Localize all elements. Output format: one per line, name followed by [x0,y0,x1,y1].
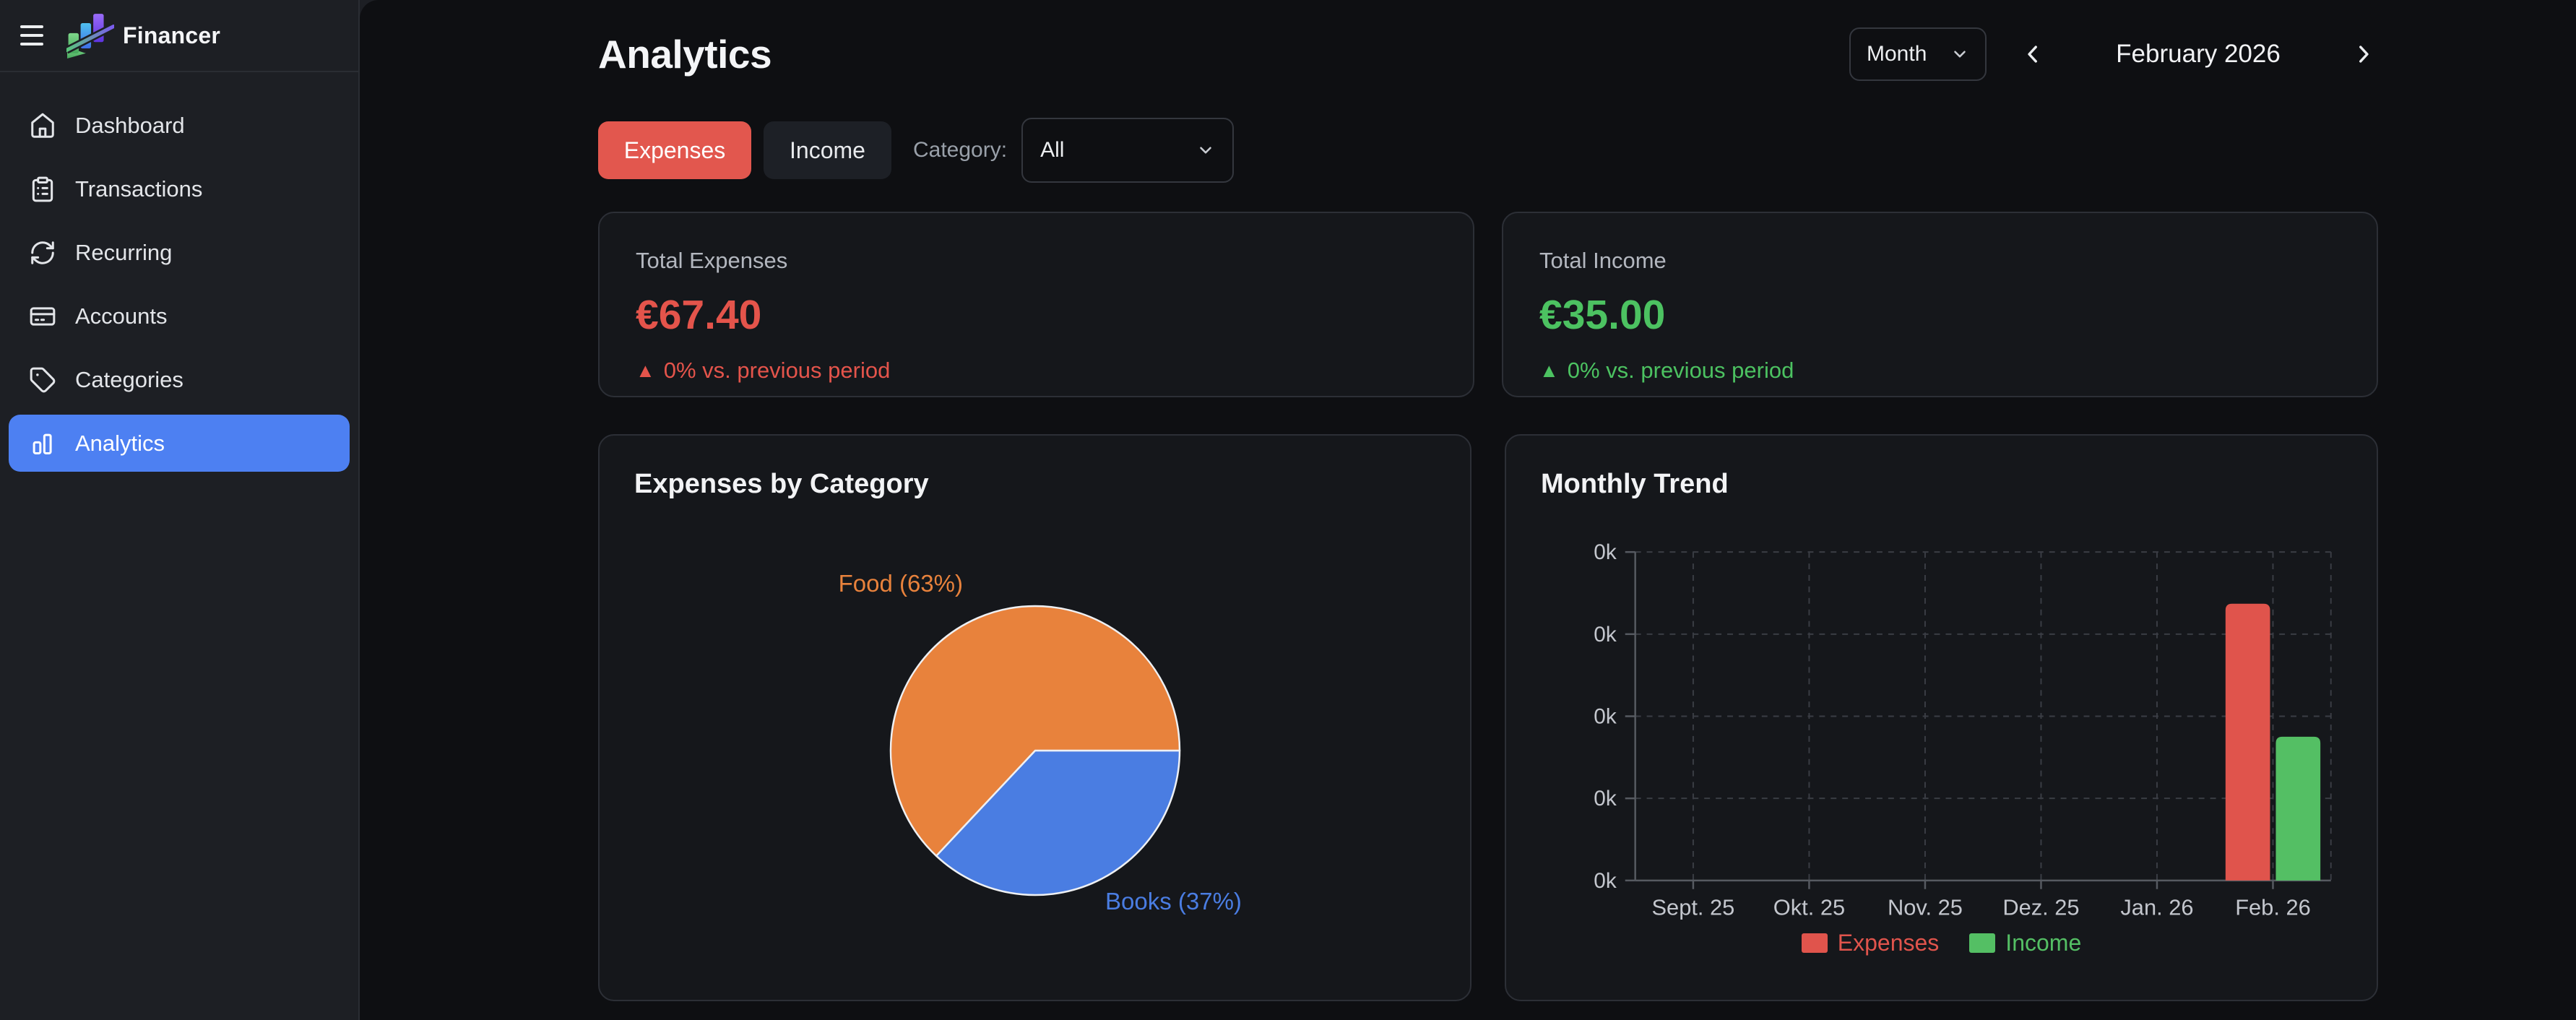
stat-value: €67.40 [636,292,762,338]
bar-chart-icon [29,430,56,457]
pie-chart-svg [889,605,1180,896]
svg-text:0k: 0k [1594,704,1617,728]
stat-delta-text: 0% vs. previous period [1567,358,1794,383]
trend-chart-title: Monthly Trend [1541,469,1729,499]
clipboard-list-icon [29,176,56,203]
brand-name: Financer [123,22,220,48]
legend-label: Expenses [1837,930,1940,956]
sidebar-item-accounts[interactable]: Accounts [9,288,350,345]
svg-text:Okt. 25: Okt. 25 [1773,895,1845,920]
chevron-right-icon [2359,46,2369,63]
home-icon [29,112,56,139]
pie-label-food: Food (63%) [838,570,963,597]
legend-item-income[interactable]: Income [1969,930,2081,956]
up-triangle-icon: ▲ [636,359,655,381]
category-label: Category: [913,138,1008,162]
stat-delta: ▲ 0% vs. previous period [1539,358,2341,384]
chart-cards: Expenses by Category Food (63%) Books (3… [598,434,2378,1001]
sidebar-nav: Dashboard Transactions Recurring Account… [0,72,358,472]
svg-text:0k: 0k [1594,540,1617,564]
total-expenses-card: Total Expenses €67.40 ▲ 0% vs. previous … [598,212,1474,397]
legend-label: Income [2005,930,2082,956]
sidebar-item-categories[interactable]: Categories [9,351,350,408]
period-label: February 2026 [2116,40,2281,68]
stat-delta-text: 0% vs. previous period [663,358,891,383]
sidebar-item-transactions[interactable]: Transactions [9,160,350,217]
main-panel: Analytics Month February 2026 Expenses I… [360,0,2576,1020]
stat-label: Total Expenses [636,248,788,273]
sidebar-item-dashboard[interactable]: Dashboard [9,97,350,154]
filter-bar: Expenses Income Category: All [598,118,1235,183]
sidebar-item-analytics[interactable]: Analytics [9,415,350,472]
period-unit-select[interactable]: Month [1849,27,1987,81]
sidebar-item-label: Transactions [75,176,203,202]
svg-text:Sept. 25: Sept. 25 [1652,895,1735,920]
svg-text:0k: 0k [1594,869,1617,893]
trend-legend: Expenses Income [1506,930,2377,956]
pie-label-books: Books (37%) [1105,888,1242,915]
period-unit-value: Month [1867,42,1927,66]
svg-text:Jan. 26: Jan. 26 [2120,895,2193,920]
credit-card-icon [29,303,56,330]
page-title: Analytics [598,32,772,77]
financer-logo-icon [66,14,114,59]
sidebar: Financer Dashboard Transactions Recurrin… [0,0,360,1020]
sidebar-item-label: Dashboard [75,112,185,138]
chevron-left-icon [2028,46,2037,63]
period-controls: Month February 2026 [1849,27,2378,81]
chevron-down-icon [1954,51,1966,58]
tag-icon [29,366,56,394]
category-value: All [1040,138,1065,162]
tab-income[interactable]: Income [764,121,891,179]
trend-chart-svg: 0k 0k 0k 0k 0k Sept. 25 Okt. 25 Nov. 25 Dez. 25 J… [1594,540,2332,920]
svg-text:Nov. 25: Nov. 25 [1888,895,1963,920]
stat-value: €35.00 [1539,292,1666,338]
sidebar-item-label: Categories [75,366,183,392]
total-income-card: Total Income €35.00 ▲ 0% vs. previous pe… [1502,212,2378,397]
pie-chart-title: Expenses by Category [634,469,929,499]
refresh-icon [29,239,56,267]
previous-period-button[interactable] [2018,33,2047,76]
sidebar-item-label: Analytics [75,430,165,456]
sidebar-item-label: Accounts [75,303,168,329]
svg-text:Feb. 26: Feb. 26 [2235,895,2311,920]
income-legend-swatch [1969,933,1996,953]
sidebar-item-recurring[interactable]: Recurring [9,224,350,281]
expenses-legend-swatch [1801,933,1828,953]
stat-label: Total Income [1539,248,1667,273]
legend-item-expenses[interactable]: Expenses [1801,930,1940,956]
svg-text:0k: 0k [1594,623,1617,647]
topbar: Analytics Month February 2026 [598,22,2378,87]
svg-text:Dez. 25: Dez. 25 [2002,895,2079,920]
sidebar-item-label: Recurring [75,239,173,265]
expenses-by-category-card: Expenses by Category Food (63%) Books (3… [598,434,1471,1001]
stat-delta: ▲ 0% vs. previous period [636,358,1437,384]
svg-text:0k: 0k [1594,787,1617,811]
category-select[interactable]: All [1021,118,1235,183]
chevron-down-icon [1200,147,1211,154]
up-triangle-icon: ▲ [1539,359,1559,381]
sidebar-header: Financer [0,0,358,72]
stat-cards: Total Expenses €67.40 ▲ 0% vs. previous … [598,212,2378,397]
next-period-button[interactable] [2349,33,2378,76]
hamburger-menu-icon[interactable] [20,25,43,46]
brand: Financer [66,12,220,59]
tab-expenses[interactable]: Expenses [598,121,751,179]
monthly-trend-card: Monthly Trend 0k 0k 0k 0k 0k Sept. 25 Okt. 25 N… [1505,434,2378,1001]
